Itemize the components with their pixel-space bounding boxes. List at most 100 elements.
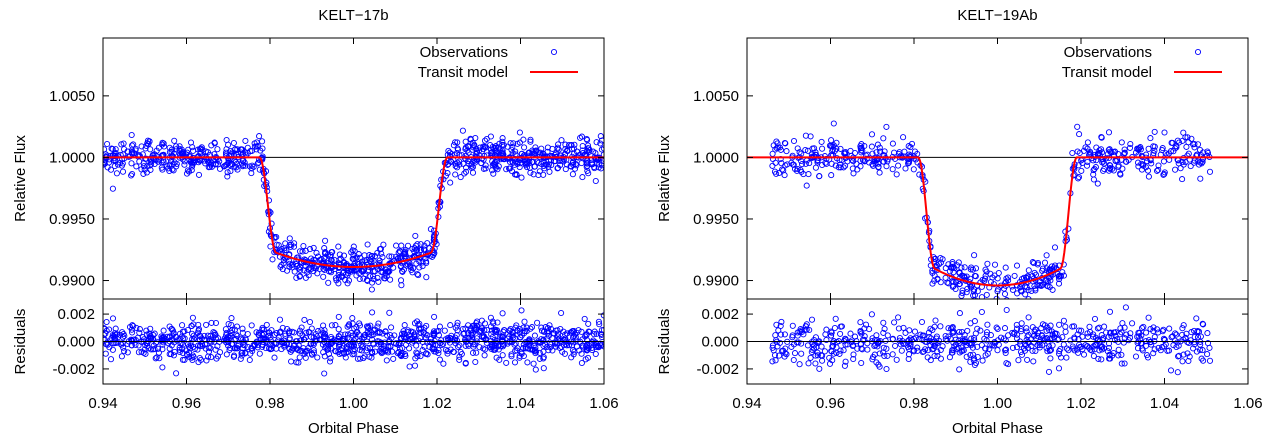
residual-point [271, 331, 278, 338]
observation-point [563, 161, 570, 168]
residual-point [223, 332, 230, 339]
residual-point [781, 353, 788, 360]
residual-point [358, 344, 366, 351]
observation-point [1167, 148, 1175, 155]
residual-point [1074, 331, 1081, 338]
residual-point [569, 328, 576, 335]
observation-point [769, 162, 776, 169]
observation-point [1172, 166, 1179, 173]
residual-point [358, 347, 365, 354]
observation-point [545, 163, 552, 170]
observation-point [971, 252, 978, 259]
residual-point [1036, 342, 1043, 349]
residual-point [821, 348, 828, 355]
residual-point [1010, 330, 1017, 338]
residual-point [873, 332, 880, 339]
observation-point [1043, 252, 1050, 259]
residual-point [129, 322, 136, 329]
observation-point [211, 140, 218, 147]
residual-point [124, 349, 131, 356]
observation-point [335, 274, 342, 281]
residual-point [1090, 352, 1097, 360]
observation-point [783, 148, 790, 155]
residual-point [545, 347, 552, 354]
residual-point [898, 347, 905, 354]
observation-point [146, 138, 153, 145]
observation-point [937, 279, 944, 286]
observation-point [136, 152, 143, 159]
legend-marker-observations [1194, 48, 1202, 56]
residual-point [1119, 320, 1126, 327]
residual-point [483, 339, 490, 346]
residual-point [1194, 334, 1202, 341]
observation-point [902, 165, 909, 172]
observation-point [837, 145, 844, 152]
observation-point [205, 164, 212, 171]
residual-point [1143, 329, 1150, 336]
residual-tick-label: 0.002 [701, 306, 739, 323]
observation-point [340, 252, 348, 259]
residual-point [850, 342, 857, 349]
residual-point [343, 349, 350, 356]
observation-point [292, 260, 299, 267]
residual-plot-area [747, 304, 1248, 376]
residual-point [521, 318, 528, 325]
residual-point [933, 333, 940, 340]
observation-point [166, 161, 173, 168]
residual-point [120, 344, 127, 351]
residual-point [585, 320, 592, 327]
observation-point [293, 274, 300, 281]
observation-point [971, 297, 977, 299]
observation-point [456, 158, 463, 165]
observation-point [1185, 150, 1192, 157]
residual-point [939, 343, 946, 350]
residual-point [575, 327, 582, 334]
residual-point [335, 341, 343, 349]
residual-point [410, 337, 417, 344]
observation-point [546, 168, 553, 175]
observation-point [777, 155, 784, 163]
residual-point [351, 350, 358, 357]
observation-point [1105, 129, 1113, 136]
residual-point [1199, 347, 1206, 354]
residual-point [1063, 354, 1070, 361]
y-tick-label: 0.9950 [49, 211, 95, 228]
observation-point [987, 270, 994, 277]
residual-point [1018, 320, 1025, 327]
observation-point [583, 159, 590, 166]
observation-point [946, 268, 953, 275]
residual-point [343, 345, 350, 352]
observation-point [895, 162, 902, 169]
observation-point [481, 137, 489, 144]
residual-point [1174, 369, 1181, 376]
residual-point [275, 337, 282, 344]
residual-point [1001, 325, 1009, 332]
residual-point [259, 341, 266, 349]
residual-point [591, 328, 598, 335]
residual-point [967, 352, 974, 359]
residual-point [480, 333, 487, 340]
observation-point [128, 131, 135, 139]
residual-point [540, 354, 547, 361]
observation-point [325, 279, 332, 286]
residual-point [1200, 357, 1207, 364]
observation-point [1022, 291, 1029, 298]
observation-point [1091, 165, 1098, 173]
top-plot-area [103, 127, 604, 293]
residual-point [1003, 306, 1010, 314]
residual-point [963, 353, 970, 360]
observation-point [823, 155, 830, 162]
residual-point [523, 324, 530, 331]
observation-point [1025, 296, 1032, 299]
observation-point [393, 242, 400, 249]
chart-panel-2: KELT−19Ab 0.94 0.96 0.98 1.00 1.02 1.04 1.06 1.0… [656, 7, 1263, 437]
residual-point [450, 348, 457, 355]
observation-point [412, 232, 419, 239]
observation-point [598, 162, 604, 169]
residual-point [790, 356, 797, 364]
observation-point [881, 148, 888, 155]
residual-point [263, 321, 270, 328]
observation-point [1148, 160, 1155, 167]
residual-point [233, 331, 240, 338]
observation-point [1099, 159, 1106, 166]
